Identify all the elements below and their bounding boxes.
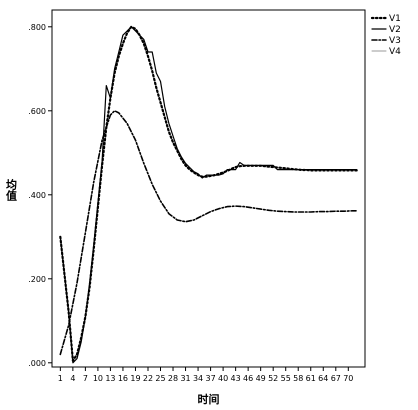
x-tick-label: 31: [180, 374, 190, 383]
x-axis-title: 时间: [198, 392, 220, 406]
y-axis-title: 均值: [5, 178, 18, 202]
x-tick-label: 55: [281, 374, 291, 383]
x-tick-label: 43: [231, 374, 241, 383]
x-tick-label: 13: [105, 374, 115, 383]
x-tick-label: 28: [168, 374, 178, 383]
x-tick-label: 64: [318, 374, 328, 383]
x-tick-label: 67: [331, 374, 341, 383]
x-tick-label: 46: [243, 374, 253, 383]
x-tick-label: 16: [118, 374, 128, 383]
x-axis-ticks: 1 4 7 10 13 16 19 22 25 28 31 34 37 40 43 46 49 52 55 58 61 6…: [58, 367, 353, 383]
plot-area: [51, 9, 366, 368]
y-tick-label: .600: [28, 107, 46, 116]
x-tick-label: 25: [155, 374, 165, 383]
x-tick-label: 34: [193, 374, 203, 383]
y-axis-ticks: .000 .200 .400 .600 .800: [28, 23, 52, 368]
x-tick-label: 58: [293, 374, 303, 383]
series-line-v2: [59, 26, 358, 364]
x-tick-label: 70: [343, 374, 353, 383]
y-tick-label: .800: [28, 23, 46, 32]
x-tick-label: 10: [93, 374, 103, 383]
y-tick-label: .200: [28, 275, 46, 284]
x-tick-label: 49: [256, 374, 266, 383]
x-tick-label: 52: [268, 374, 278, 383]
x-tick-label: 19: [130, 374, 140, 383]
x-tick-label: 61: [306, 374, 316, 383]
legend-label-v1: V1: [389, 14, 401, 24]
x-tick-label: 40: [218, 374, 228, 383]
legend-label-v3: V3: [389, 36, 401, 46]
y-tick-label: .400: [28, 191, 46, 200]
series-layer: [59, 25, 358, 364]
y-tick-label: .000: [28, 359, 46, 368]
x-tick-label: 4: [70, 374, 75, 383]
series-line-v3: [59, 110, 358, 356]
x-tick-label: 22: [143, 374, 153, 383]
legend-label-v2: V2: [389, 25, 401, 35]
legend-label-v4: V4: [389, 47, 401, 57]
x-tick-label: 7: [83, 374, 88, 383]
x-tick-label: 37: [205, 374, 215, 383]
x-tick-label: 1: [58, 374, 63, 383]
